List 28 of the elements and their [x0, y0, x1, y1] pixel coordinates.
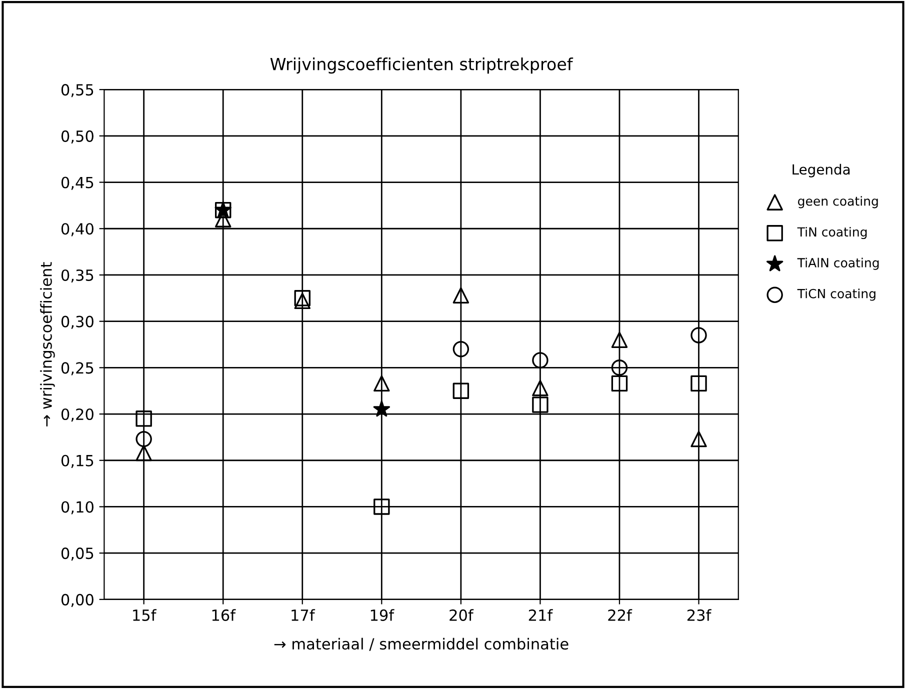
x-axis-title: → materiaal / smeermiddel combinatie [274, 638, 568, 651]
x-tick-label: 22f [608, 609, 632, 621]
legend-title: Legenda [792, 164, 850, 178]
x-tick-label: 19f [370, 609, 394, 621]
x-tick-label: 20f [450, 609, 474, 621]
x-tick-label: 21f [528, 609, 553, 621]
y-tick-label: 0,25 [61, 362, 94, 376]
chart-title: Wrijvingscoefficienten striptrekproef [270, 57, 574, 74]
y-tick-label: 0,10 [61, 501, 94, 514]
y-tick-label: 0,45 [61, 176, 94, 190]
y-tick-label: 0,50 [61, 130, 94, 144]
y-axis-title: → wrijvingscoefficient [40, 262, 55, 426]
x-tick-label: 15f [133, 609, 157, 621]
y-tick-label: 0,00 [61, 594, 94, 608]
y-tick-label: 0,55 [61, 84, 94, 98]
y-tick-label: 0,30 [61, 316, 94, 329]
legend-label: TiCN coating [797, 288, 876, 301]
y-tick-label: 0,20 [61, 408, 94, 422]
y-tick-label: 0,35 [61, 269, 94, 283]
y-tick-label: 0,40 [61, 223, 94, 236]
legend-label: geen coating [798, 196, 878, 208]
y-tick-label: 0,05 [61, 548, 94, 561]
x-tick-label: 23f [687, 609, 712, 621]
x-tick-label: 16f [212, 609, 236, 621]
x-tick-label: 17f [292, 609, 316, 621]
y-tick-label: 0,15 [61, 454, 94, 468]
legend-label: TiN coating [797, 226, 867, 240]
legend-label: TiAlN coating [797, 258, 879, 270]
